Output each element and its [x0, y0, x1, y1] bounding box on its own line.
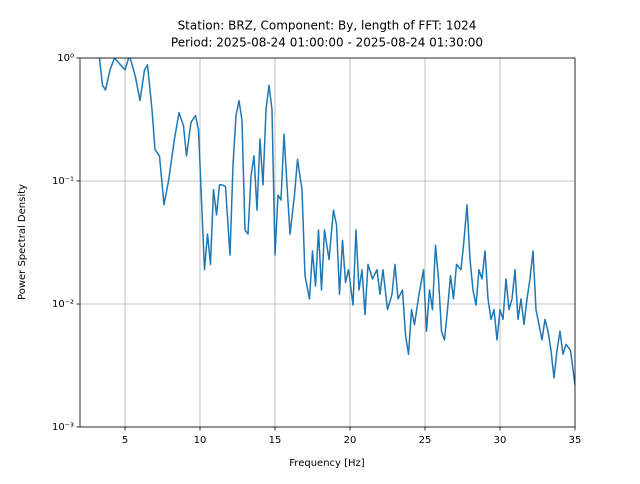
- y-tick-label: 10⁰: [57, 53, 74, 64]
- grid: [80, 57, 576, 428]
- axes-frame: [79, 57, 576, 428]
- chart-subtitle: Period: 2025-08-24 01:00:00 - 2025-08-24…: [171, 36, 483, 50]
- line-series: [98, 58, 575, 385]
- y-axis-label: Power Spectral Density: [17, 184, 28, 300]
- plot-area: [98, 58, 575, 385]
- x-tick-label: 15: [269, 435, 282, 446]
- x-tick-label: 5: [122, 435, 128, 446]
- chart-title: Station: BRZ, Component: By, length of F…: [178, 19, 477, 33]
- y-tick-label: 10⁻¹: [52, 176, 74, 187]
- y-tick-label: 10⁻³: [52, 422, 74, 433]
- x-tick-label: 10: [194, 435, 207, 446]
- x-tick-label: 30: [494, 435, 507, 446]
- y-tick-label: 10⁻²: [52, 299, 74, 310]
- x-axis-label: Frequency [Hz]: [289, 458, 365, 469]
- x-tick-label: 25: [419, 435, 432, 446]
- x-tick-label: 20: [344, 435, 357, 446]
- x-tick-label: 35: [569, 435, 582, 446]
